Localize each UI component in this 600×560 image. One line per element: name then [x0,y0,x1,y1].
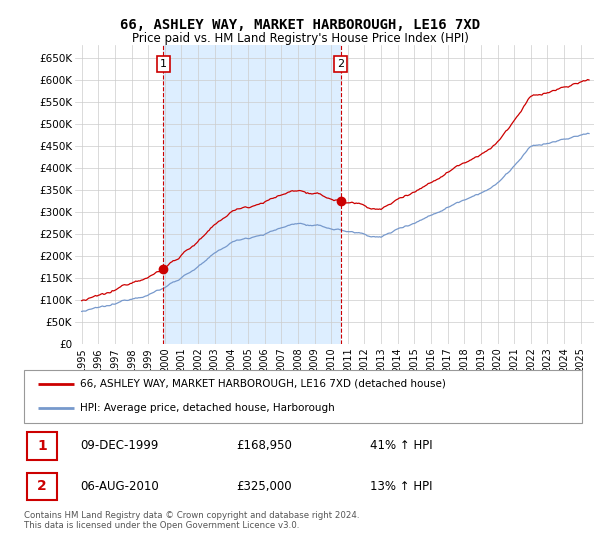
Text: 2: 2 [37,479,47,493]
FancyBboxPatch shape [27,473,58,500]
Text: HPI: Average price, detached house, Harborough: HPI: Average price, detached house, Harb… [80,403,335,413]
Text: Contains HM Land Registry data © Crown copyright and database right 2024.
This d: Contains HM Land Registry data © Crown c… [24,511,359,530]
FancyBboxPatch shape [24,370,582,423]
Bar [163,45,341,344]
Text: 09-DEC-1999: 09-DEC-1999 [80,440,158,452]
Text: £325,000: £325,000 [236,480,292,493]
Text: 66, ASHLEY WAY, MARKET HARBOROUGH, LE16 7XD (detached house): 66, ASHLEY WAY, MARKET HARBOROUGH, LE16 … [80,379,446,389]
Text: 06-AUG-2010: 06-AUG-2010 [80,480,158,493]
Text: £168,950: £168,950 [236,440,292,452]
Text: 13% ↑ HPI: 13% ↑ HPI [370,480,433,493]
Text: 41% ↑ HPI: 41% ↑ HPI [370,440,433,452]
Text: 1: 1 [160,59,167,69]
Text: Price paid vs. HM Land Registry's House Price Index (HPI): Price paid vs. HM Land Registry's House … [131,32,469,45]
Text: 1: 1 [37,439,47,453]
FancyBboxPatch shape [27,432,58,460]
Text: 66, ASHLEY WAY, MARKET HARBOROUGH, LE16 7XD: 66, ASHLEY WAY, MARKET HARBOROUGH, LE16 … [120,18,480,32]
Text: 2: 2 [337,59,344,69]
